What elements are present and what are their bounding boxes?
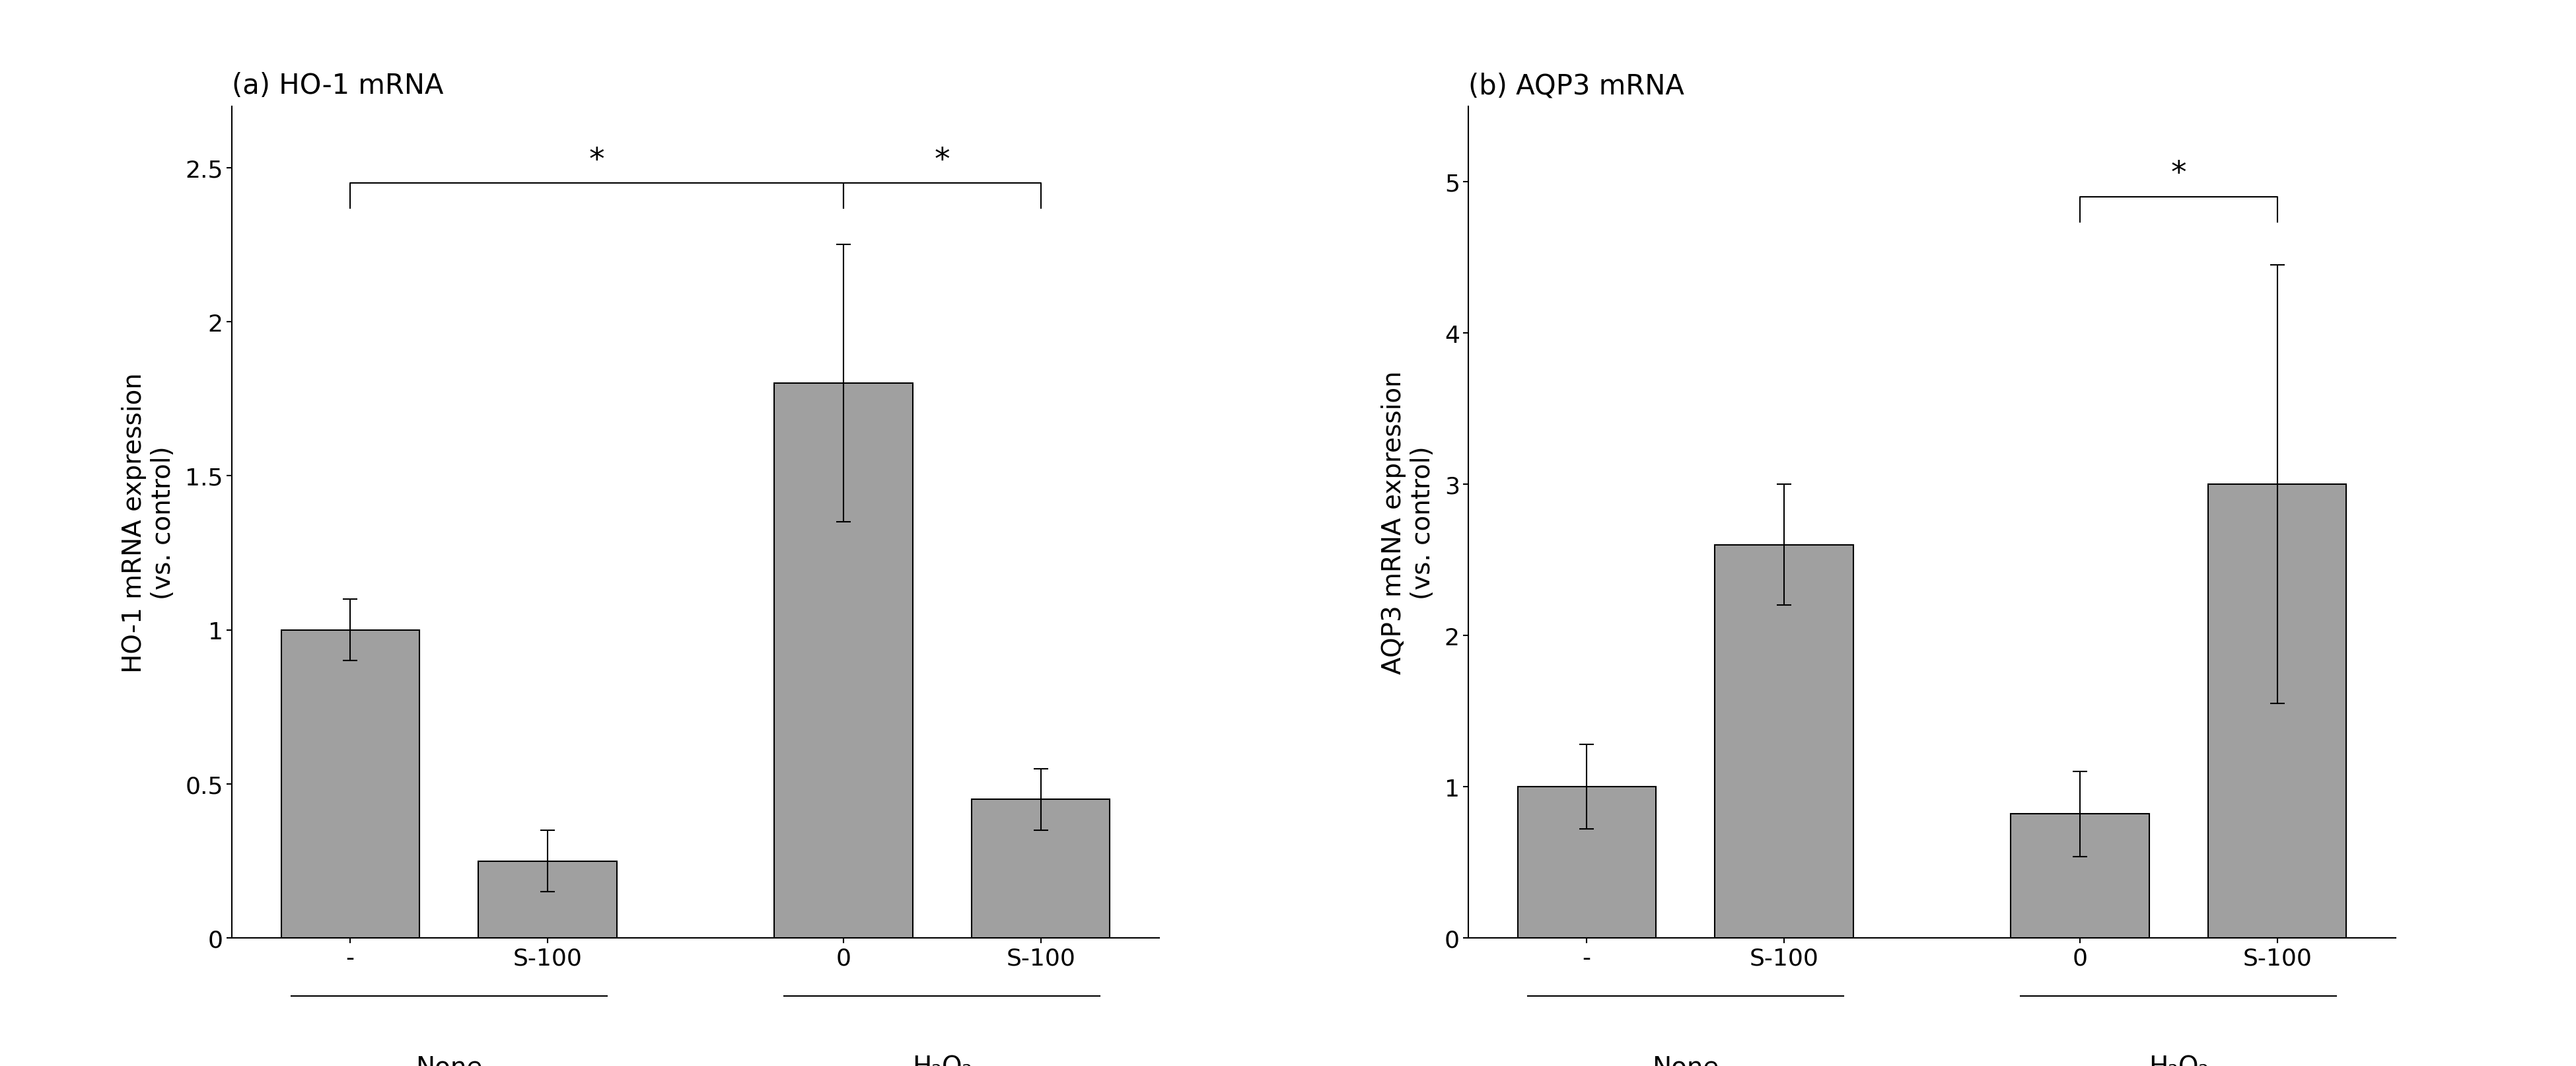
- Bar: [1517, 787, 1656, 938]
- Bar: [971, 800, 1110, 938]
- Y-axis label: HO-1 mRNA expression
(vs. control): HO-1 mRNA expression (vs. control): [121, 372, 175, 673]
- Text: *: *: [2172, 159, 2187, 189]
- Bar: [2012, 814, 2148, 938]
- Bar: [281, 630, 420, 938]
- Text: None: None: [415, 1054, 482, 1066]
- Bar: [775, 384, 912, 938]
- Text: H₂O₂: H₂O₂: [2148, 1054, 2208, 1066]
- Text: None: None: [1651, 1054, 1718, 1066]
- Text: (b) AQP3 mRNA: (b) AQP3 mRNA: [1468, 72, 1685, 100]
- Text: *: *: [935, 146, 951, 175]
- Y-axis label: AQP3 mRNA expression
(vs. control): AQP3 mRNA expression (vs. control): [1381, 371, 1435, 674]
- Bar: [2208, 485, 2347, 938]
- Text: H₂O₂: H₂O₂: [912, 1054, 971, 1066]
- Text: *: *: [590, 146, 605, 175]
- Bar: [479, 861, 616, 938]
- Bar: [1716, 545, 1852, 938]
- Text: (a) HO-1 mRNA: (a) HO-1 mRNA: [232, 72, 443, 100]
